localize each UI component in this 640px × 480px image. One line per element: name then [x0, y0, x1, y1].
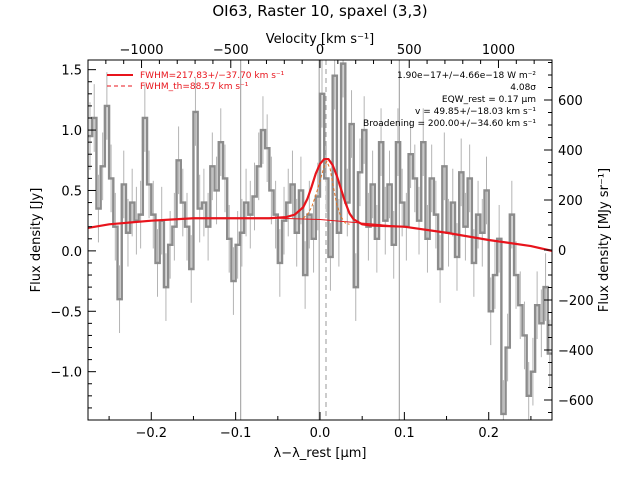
y-tick-label: 1.0 [61, 124, 82, 139]
top-tick-label: 0 [316, 43, 324, 58]
annotation-flux: 1.90e−17+/−4.66e−18 W m⁻² [397, 71, 536, 81]
instrumental-profile-line [302, 160, 350, 225]
right-tick-label: 600 [558, 94, 583, 109]
annotations: 1.90e−17+/−4.66e−18 W m⁻² 4.08σ EQW_rest… [363, 71, 536, 129]
right-y-axis-title: Flux density [MJy sr⁻¹] [597, 168, 612, 312]
right-tick-label: −200 [558, 294, 594, 309]
x-tick-label: 0.1 [394, 426, 415, 441]
right-tick-label: −600 [558, 394, 594, 409]
spectrum-series [88, 62, 552, 416]
y-tick-label: −1.0 [50, 366, 82, 381]
annotation-sigma: 4.08σ [510, 83, 536, 93]
x-axis-title: λ−λ_rest [μm] [274, 446, 367, 461]
annotation-eqw: EQW_rest = 0.17 μm [442, 95, 536, 105]
top-tick-label: 1000 [482, 43, 515, 58]
y-tick-label: 1.5 [61, 64, 82, 79]
y-tick-label: 0.5 [61, 184, 82, 199]
right-tick-label: 200 [558, 194, 583, 209]
spectrum-line [88, 62, 552, 416]
y-tick-label: 0.0 [61, 245, 82, 260]
right-tick-label: 0 [558, 244, 566, 259]
chart-title: OI63, Raster 10, spaxel (3,3) [212, 2, 427, 20]
top-tick-label: −500 [213, 43, 249, 58]
y-axis-title: Flux density [Jy] [29, 188, 44, 293]
legend-fwhm-th: FWHM_th=88.57 km s⁻¹ [140, 82, 249, 92]
y-tick-label: −0.5 [50, 305, 82, 320]
annotation-velocity: v = 49.85+/−18.03 km s⁻¹ [415, 107, 536, 117]
legend-fwhm: FWHM=217.83+/−37.70 km s⁻¹ [140, 71, 285, 81]
x-tick-label: −0.2 [135, 426, 167, 441]
top-tick-label: 500 [397, 43, 422, 58]
x-tick-label: 0.2 [478, 426, 499, 441]
total-fit-line [87, 157, 553, 252]
right-tick-label: 400 [558, 144, 583, 159]
axis-ticks: −0.2 −0.1 0.0 0.1 0.2 −1.0 −0.5 0.0 0.5 1.0 1.5 −10… [50, 43, 593, 441]
x-tick-label: 0.0 [310, 426, 331, 441]
right-tick-label: −400 [558, 344, 594, 359]
fit-series [87, 157, 553, 252]
annotation-broadening: Broadening = 200.00+/−34.60 km s⁻¹ [363, 119, 536, 129]
legend: FWHM=217.83+/−37.70 km s⁻¹ FWHM_th=88.57… [107, 71, 285, 92]
top-tick-label: −1000 [120, 43, 164, 58]
x-tick-label: −0.1 [220, 426, 252, 441]
top-x-axis-title: Velocity [km s⁻¹] [266, 32, 374, 47]
